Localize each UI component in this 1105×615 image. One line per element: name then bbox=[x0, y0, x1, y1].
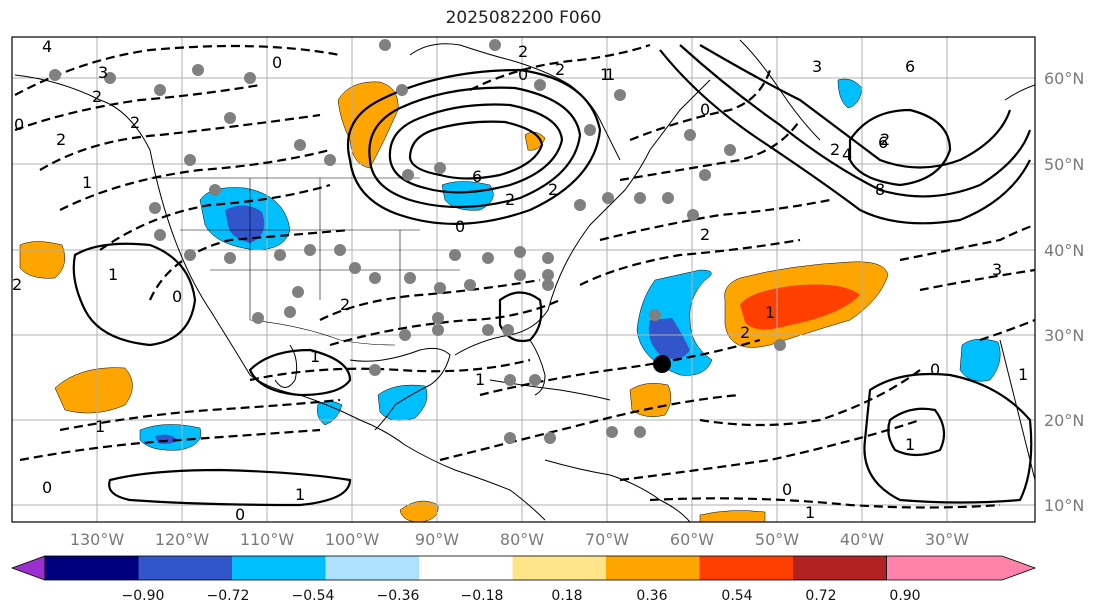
lon-label: 40°W bbox=[840, 530, 884, 549]
lat-label: 20°N bbox=[1044, 411, 1084, 430]
svg-text:2: 2 bbox=[130, 113, 140, 132]
svg-text:2: 2 bbox=[830, 140, 840, 159]
svg-text:2: 2 bbox=[555, 60, 565, 79]
colorbar-tick-label: −0.90 bbox=[122, 588, 165, 604]
svg-text:3: 3 bbox=[992, 260, 1002, 279]
colorbar-tick-label: 0.90 bbox=[889, 588, 920, 604]
svg-text:1: 1 bbox=[600, 65, 610, 84]
svg-text:0: 0 bbox=[700, 100, 710, 119]
svg-text:6: 6 bbox=[472, 167, 482, 186]
svg-text:0: 0 bbox=[172, 287, 182, 306]
svg-text:0: 0 bbox=[272, 53, 282, 72]
svg-text:0: 0 bbox=[782, 480, 792, 499]
svg-text:2: 2 bbox=[518, 42, 528, 61]
svg-text:1: 1 bbox=[108, 265, 118, 284]
colorbar-tick-label: 0.72 bbox=[805, 588, 836, 604]
svg-text:2: 2 bbox=[505, 190, 515, 209]
colorbar-tick-label: 0.54 bbox=[721, 588, 752, 604]
svg-text:8: 8 bbox=[875, 180, 885, 199]
map-title: 2025082200 F060 bbox=[445, 8, 602, 28]
lon-label: 110°W bbox=[240, 530, 295, 549]
svg-text:1: 1 bbox=[295, 485, 305, 504]
svg-text:1: 1 bbox=[1018, 365, 1028, 384]
lon-label: 90°W bbox=[415, 530, 459, 549]
svg-text:2: 2 bbox=[92, 87, 102, 106]
colorbar-tick-label: −0.18 bbox=[461, 588, 504, 604]
colorbar-tick-label: −0.36 bbox=[377, 588, 420, 604]
graticule bbox=[12, 37, 1035, 522]
svg-text:4: 4 bbox=[42, 37, 52, 56]
lon-label: 80°W bbox=[500, 530, 544, 549]
colorbar-segment bbox=[793, 556, 887, 580]
storm-center-marker bbox=[653, 355, 671, 373]
lon-label: 30°W bbox=[925, 530, 969, 549]
lat-label: 10°N bbox=[1044, 496, 1084, 515]
lat-label: 60°N bbox=[1044, 69, 1084, 88]
svg-text:6: 6 bbox=[878, 133, 888, 152]
colorbar-segment bbox=[512, 556, 606, 580]
svg-text:1: 1 bbox=[905, 435, 915, 454]
svg-text:1: 1 bbox=[310, 347, 320, 366]
svg-text:2: 2 bbox=[700, 225, 710, 244]
colorbar-extend-high bbox=[886, 555, 1037, 581]
svg-text:0: 0 bbox=[235, 505, 245, 524]
svg-text:0: 0 bbox=[455, 217, 465, 236]
svg-text:1: 1 bbox=[605, 65, 615, 84]
svg-text:2: 2 bbox=[340, 295, 350, 314]
svg-text:2: 2 bbox=[12, 275, 22, 294]
colorbar-tick-label: −0.72 bbox=[207, 588, 250, 604]
lon-label: 70°W bbox=[585, 530, 629, 549]
colorbar-segment bbox=[232, 556, 326, 580]
lat-label: 40°N bbox=[1044, 241, 1084, 260]
colorbar-segment bbox=[699, 556, 793, 580]
lon-label: 120°W bbox=[155, 530, 210, 549]
svg-text:1: 1 bbox=[765, 303, 775, 322]
svg-text:0: 0 bbox=[930, 360, 940, 379]
svg-text:0: 0 bbox=[14, 115, 24, 134]
svg-text:4: 4 bbox=[842, 145, 852, 164]
colorbar-extend-low bbox=[10, 555, 46, 581]
svg-text:1: 1 bbox=[805, 503, 815, 522]
contours-solid bbox=[72, 44, 1033, 507]
svg-text:3: 3 bbox=[812, 57, 822, 76]
svg-text:2: 2 bbox=[56, 130, 66, 149]
colorbar-segment bbox=[419, 556, 513, 580]
svg-text:1: 1 bbox=[82, 173, 92, 192]
svg-text:3: 3 bbox=[98, 63, 108, 82]
lon-label: 60°W bbox=[670, 530, 714, 549]
colorbar: −0.90 −0.72 −0.54 −0.36 −0.18 0.18 0.36 … bbox=[10, 555, 1037, 604]
plot-frame bbox=[11, 36, 1036, 523]
longitude-labels: 130°W 120°W 110°W 100°W 90°W 80°W 70°W 6… bbox=[70, 530, 969, 549]
colorbar-segment bbox=[325, 556, 419, 580]
svg-text:2: 2 bbox=[740, 323, 750, 342]
latitude-labels: 60°N 50°N 40°N 30°N 20°N 10°N bbox=[1044, 69, 1084, 515]
lat-label: 30°N bbox=[1044, 326, 1084, 345]
lon-label: 100°W bbox=[325, 530, 380, 549]
colorbar-tick-label: 0.36 bbox=[636, 588, 667, 604]
svg-text:0: 0 bbox=[42, 478, 52, 497]
colorbar-ticks: −0.90 −0.72 −0.54 −0.36 −0.18 0.18 0.36 … bbox=[122, 588, 921, 604]
svg-text:2: 2 bbox=[880, 130, 890, 149]
colorbar-tick-label: 0.18 bbox=[551, 588, 582, 604]
colorbar-segment bbox=[138, 556, 232, 580]
svg-text:1: 1 bbox=[95, 417, 105, 436]
svg-text:2: 2 bbox=[548, 180, 558, 199]
lon-label: 130°W bbox=[70, 530, 125, 549]
svg-text:0: 0 bbox=[518, 65, 528, 84]
lat-label: 50°N bbox=[1044, 155, 1084, 174]
station-markers bbox=[49, 39, 786, 444]
colorbar-segment bbox=[45, 556, 139, 580]
contour-labels: 4 3 2 2 0 0 2 1 0 1 2 2 0 6 2 2 2 1 0 3 … bbox=[12, 37, 1028, 524]
colorbar-segment bbox=[606, 556, 700, 580]
lon-label: 50°W bbox=[755, 530, 799, 549]
svg-text:1: 1 bbox=[475, 370, 485, 389]
svg-text:6: 6 bbox=[905, 57, 915, 76]
colorbar-tick-label: −0.54 bbox=[292, 588, 335, 604]
